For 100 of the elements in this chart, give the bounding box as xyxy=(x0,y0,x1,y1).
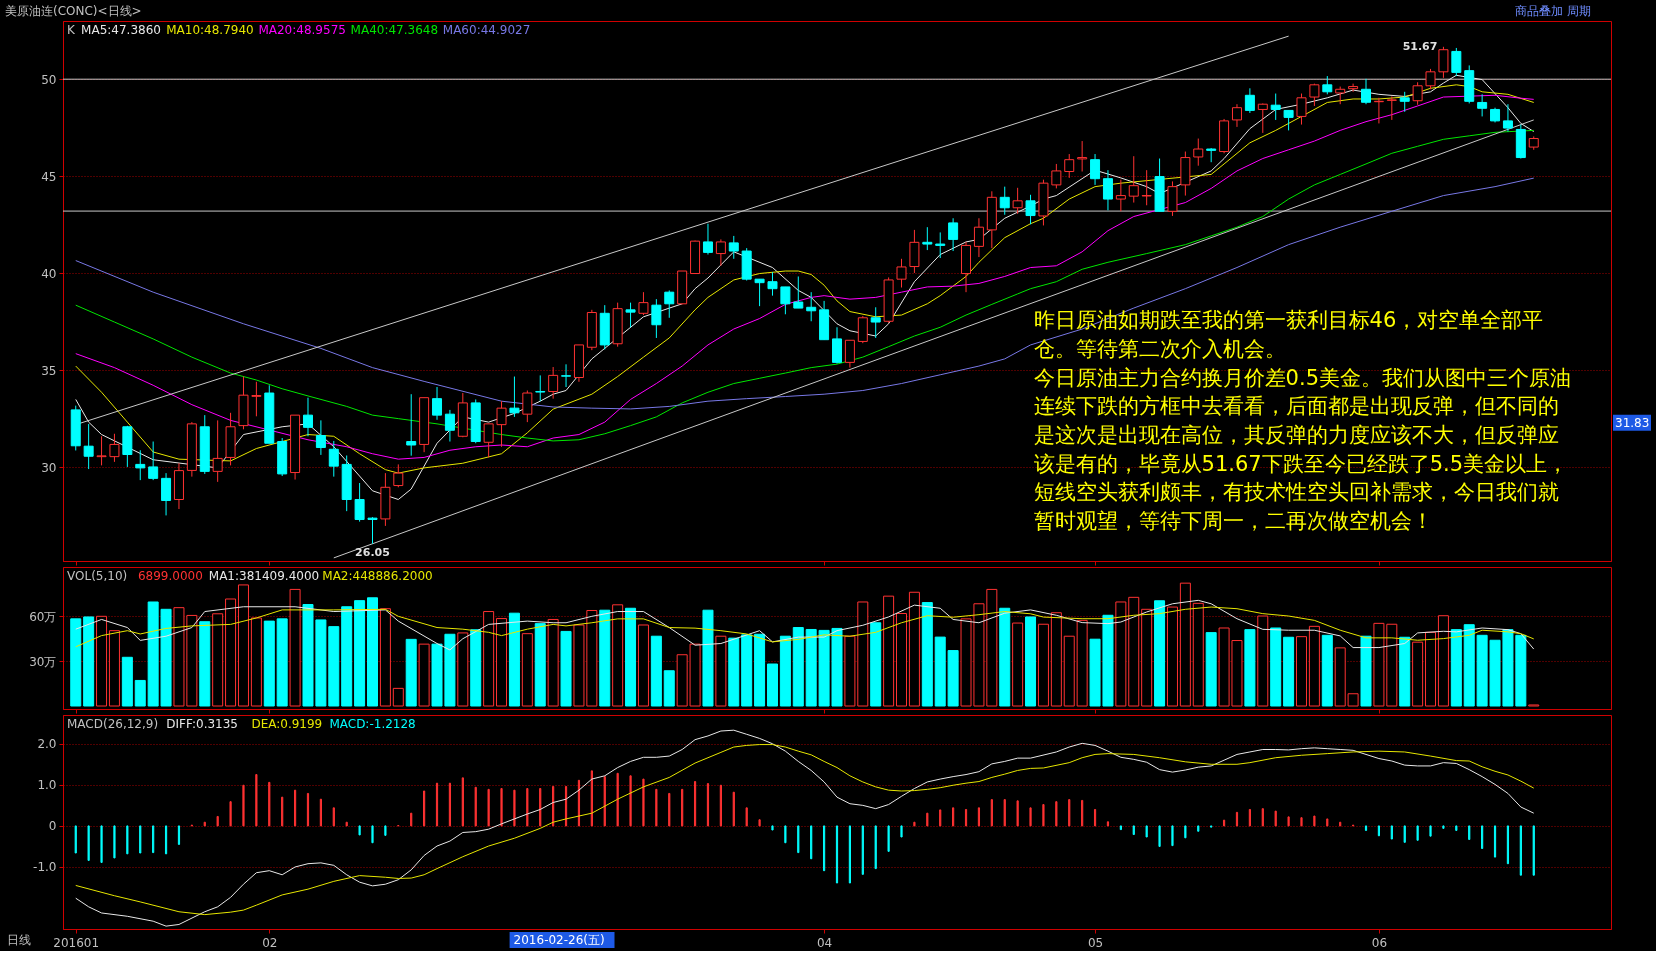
candlestick xyxy=(896,258,907,289)
bar xyxy=(908,591,920,707)
text: MA60:44.9027 xyxy=(442,23,531,37)
candlestick xyxy=(1386,95,1397,121)
y-tick-label: 50 xyxy=(41,72,57,87)
bar xyxy=(1154,600,1166,707)
text: MA5:47.3860 xyxy=(81,23,161,37)
bar xyxy=(1205,632,1217,707)
bar xyxy=(276,618,288,707)
bar xyxy=(508,612,520,707)
bar xyxy=(418,643,430,707)
bar xyxy=(896,612,908,707)
candlestick xyxy=(135,449,146,481)
bar xyxy=(883,595,895,707)
candlestick xyxy=(922,226,933,251)
candlestick xyxy=(393,463,404,488)
text: MA1:381409.4000 xyxy=(208,569,320,583)
annotation: 51.67 xyxy=(1402,39,1438,53)
candlestick xyxy=(1451,47,1462,77)
candlestick xyxy=(83,423,94,470)
bar xyxy=(792,627,804,707)
candlestick xyxy=(780,286,791,315)
candlestick xyxy=(1361,78,1372,105)
annotation: 暂时观望，等待下周一，二再次做空机会！ xyxy=(1033,508,1433,533)
candlestick xyxy=(535,374,546,402)
y-tick-label: 60万 xyxy=(29,609,57,624)
annotation: 仓。等待第二次介入机会。 xyxy=(1033,336,1286,361)
candlestick xyxy=(212,419,223,483)
bar xyxy=(483,611,495,707)
bar xyxy=(625,607,637,707)
candlestick xyxy=(1077,140,1088,173)
bar xyxy=(83,616,95,707)
candlestick xyxy=(1412,81,1423,106)
bar xyxy=(379,608,391,707)
bar xyxy=(754,633,766,707)
bar xyxy=(237,584,249,707)
line-series xyxy=(75,599,1535,651)
bar xyxy=(921,602,933,707)
bar xyxy=(741,634,753,707)
bar xyxy=(1283,636,1295,707)
bar xyxy=(1270,627,1282,707)
candlestick xyxy=(625,302,636,328)
candlestick xyxy=(844,339,855,369)
bar xyxy=(547,618,559,707)
bar xyxy=(1141,608,1153,707)
text: MA20:48.9575 xyxy=(258,23,346,37)
annotation: 短线空头获利颇丰，有技术性空头回补需求，今日我们就 xyxy=(1033,480,1559,505)
candlestick xyxy=(832,326,842,365)
text: MA2:448886.2000 xyxy=(322,569,433,583)
text: DEA:0.9199 xyxy=(251,717,323,731)
bar xyxy=(1412,641,1424,707)
candlestick xyxy=(522,390,533,423)
candlestick xyxy=(1502,103,1513,133)
candlestick xyxy=(1012,187,1023,215)
candlestick xyxy=(1270,93,1281,121)
candlestick xyxy=(1425,68,1436,90)
bar xyxy=(108,630,120,707)
candlestick xyxy=(1115,179,1126,212)
y-tick-label: 2.0 xyxy=(37,737,57,752)
bar xyxy=(650,635,662,707)
bar xyxy=(1296,636,1307,707)
bar xyxy=(870,622,882,707)
candlestick xyxy=(1399,91,1410,113)
candlestick xyxy=(870,306,881,339)
candlestick xyxy=(444,409,455,443)
annotation: 该是有的，毕竟从51.67下跌至今已经跌了5.5美金以上， xyxy=(1033,451,1569,476)
bar xyxy=(1063,635,1075,707)
bar xyxy=(457,632,469,707)
candlestick xyxy=(483,423,494,458)
candlestick xyxy=(148,441,159,481)
x-tick-label: 201601 xyxy=(53,935,100,950)
bar xyxy=(728,637,740,707)
bar xyxy=(702,609,714,707)
candlestick xyxy=(638,291,649,316)
bar xyxy=(199,621,211,707)
candlestick xyxy=(406,393,417,457)
bar xyxy=(354,600,366,707)
candlestick xyxy=(767,271,778,297)
candlestick xyxy=(973,217,984,258)
bar xyxy=(1166,606,1178,707)
bar xyxy=(1437,615,1449,707)
annotation: 今日原油主力合约换月价差0.5美金。我们从图中三个原油 xyxy=(1033,365,1571,390)
candlestick xyxy=(857,315,868,344)
x-tick-label: 02 xyxy=(262,935,278,950)
candlestick xyxy=(715,238,726,267)
y-tick-label: -1.0 xyxy=(33,860,57,875)
series-label: 6899.0000 xyxy=(137,569,203,583)
bar xyxy=(289,588,301,707)
bar xyxy=(1037,623,1049,707)
bar xyxy=(599,609,611,707)
bar xyxy=(496,618,508,707)
bar xyxy=(999,607,1011,707)
candlestick xyxy=(793,275,804,309)
text: MACD:-1.2128 xyxy=(329,717,416,731)
y-tick-label: 0 xyxy=(48,819,57,834)
candlestick xyxy=(728,235,739,260)
chart-title: 美原油连(CONC)<日线> xyxy=(5,4,142,18)
y-tick-label: 30 xyxy=(41,460,57,475)
candlestick xyxy=(367,516,378,545)
candlestick xyxy=(1128,155,1139,204)
